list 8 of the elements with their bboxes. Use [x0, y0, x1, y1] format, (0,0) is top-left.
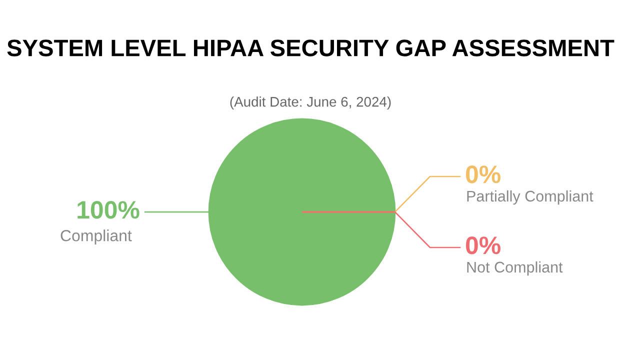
- chart-subtitle: (Audit Date: June 6, 2024): [230, 96, 391, 110]
- legend-label: Partially Compliant: [467, 190, 594, 205]
- text: 0%: [466, 166, 500, 184]
- data-label: 100%: [78, 201, 140, 219]
- category-label: Not Compliant: [467, 261, 563, 276]
- chart-title: SYSTEM LEVEL HIPAA SECURITY GAP ASSESSMENT: [7, 40, 614, 56]
- text: 0%: [466, 236, 500, 254]
- slice-label: Compliant: [60, 230, 132, 244]
